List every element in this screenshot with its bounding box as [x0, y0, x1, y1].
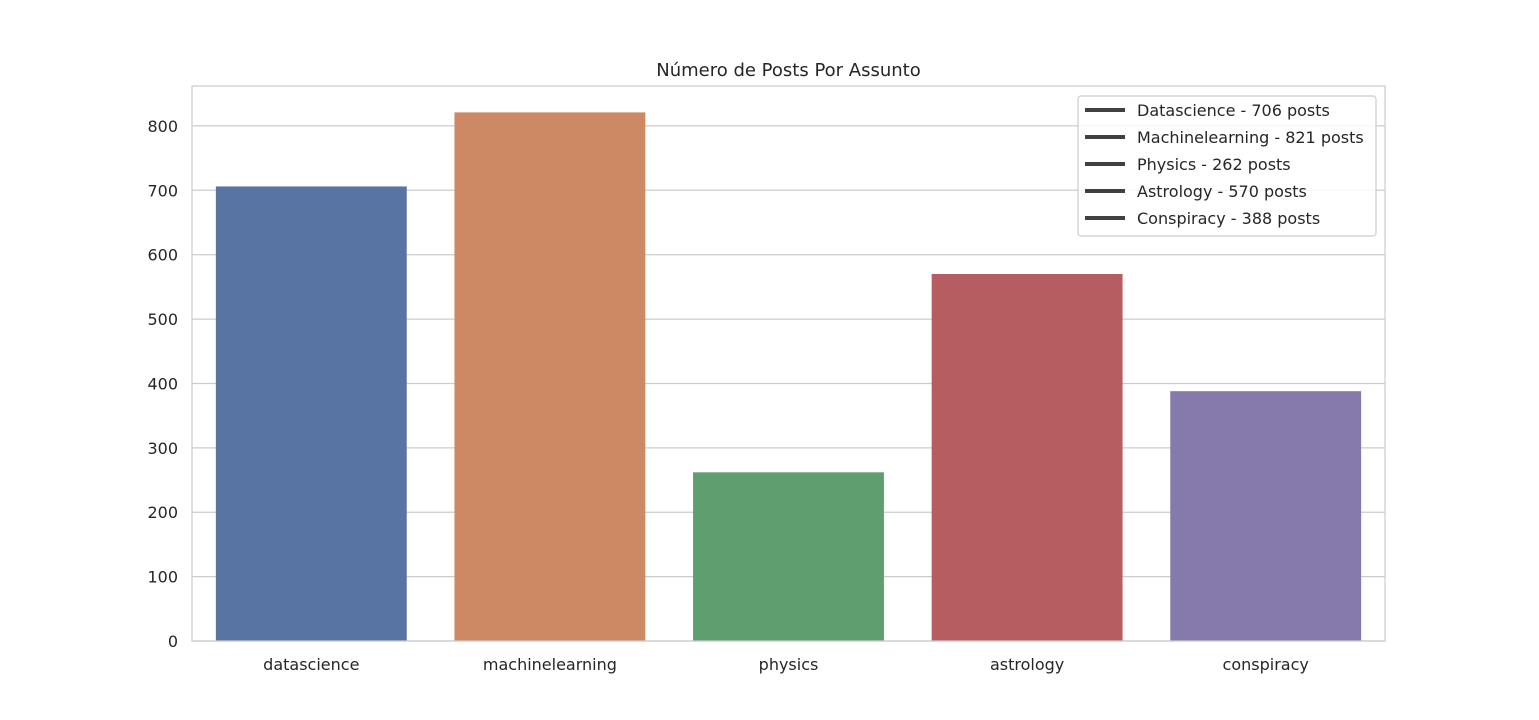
y-tick-label: 300 — [147, 439, 178, 458]
bar-conspiracy — [1170, 391, 1362, 641]
x-tick-label: datascience — [263, 655, 359, 674]
y-tick-label: 700 — [147, 181, 178, 200]
y-tick-label: 100 — [147, 568, 178, 587]
bar-astrology — [931, 274, 1123, 641]
bar-machinelearning — [454, 112, 646, 642]
y-tick-labels: 0 100 200 300 400 500 600 700 800 — [147, 117, 178, 651]
y-tick-label: 0 — [168, 632, 178, 651]
chart-title: Número de Posts Por Assunto — [656, 60, 921, 81]
legend-label: Physics - 262 posts — [1137, 155, 1291, 174]
y-tick-label: 400 — [147, 374, 178, 393]
legend-label: Datascience - 706 posts — [1137, 101, 1330, 120]
legend-label: Machinelearning - 821 posts — [1137, 128, 1364, 147]
x-tick-label: physics — [759, 655, 819, 674]
x-tick-label: machinelearning — [483, 655, 617, 674]
legend-frame — [1077, 95, 1377, 237]
axes-frame — [191, 85, 1386, 642]
x-tick-label: conspiracy — [1223, 655, 1309, 674]
y-tick-label: 200 — [147, 503, 178, 522]
y-tick-label: 600 — [147, 246, 178, 265]
y-tick-label: 800 — [147, 117, 178, 136]
x-tick-labels: datascience machinelearning physics astrolo… — [263, 655, 1309, 674]
legend-label: Conspiracy - 388 posts — [1137, 209, 1320, 228]
bar-physics — [693, 472, 884, 641]
bars — [215, 112, 1362, 642]
legend-label: Astrology - 570 posts — [1137, 182, 1307, 201]
x-tick-label: astrology — [990, 655, 1064, 674]
bar-datascience — [215, 186, 407, 641]
y-tick-label: 500 — [147, 310, 178, 329]
legend: Datascience - 706 posts Machinelearning -… — [1077, 95, 1377, 237]
